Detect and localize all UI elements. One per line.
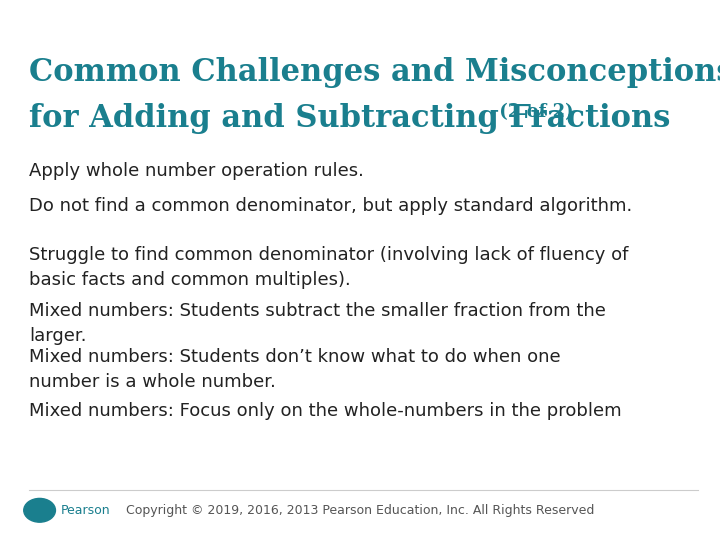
Text: for Adding and Subtracting Fractions: for Adding and Subtracting Fractions — [29, 103, 670, 133]
Text: Mixed numbers: Students don’t know what to do when one
number is a whole number.: Mixed numbers: Students don’t know what … — [29, 348, 560, 392]
Text: Apply whole number operation rules.: Apply whole number operation rules. — [29, 162, 364, 180]
Text: Mixed numbers: Students subtract the smaller fraction from the
larger.: Mixed numbers: Students subtract the sma… — [29, 302, 606, 346]
Text: Mixed numbers: Focus only on the whole-numbers in the problem: Mixed numbers: Focus only on the whole-n… — [29, 402, 621, 420]
Text: Pearson: Pearson — [61, 504, 111, 517]
Text: Do not find a common denominator, but apply standard algorithm.: Do not find a common denominator, but ap… — [29, 197, 632, 215]
Text: Struggle to find common denominator (involving lack of fluency of
basic facts an: Struggle to find common denominator (inv… — [29, 246, 628, 289]
Text: (2 of 2): (2 of 2) — [493, 103, 574, 120]
Text: Copyright © 2019, 2016, 2013 Pearson Education, Inc. All Rights Reserved: Copyright © 2019, 2016, 2013 Pearson Edu… — [126, 504, 594, 517]
Text: Common Challenges and Misconceptions: Common Challenges and Misconceptions — [29, 57, 720, 87]
Text: p: p — [35, 504, 44, 517]
